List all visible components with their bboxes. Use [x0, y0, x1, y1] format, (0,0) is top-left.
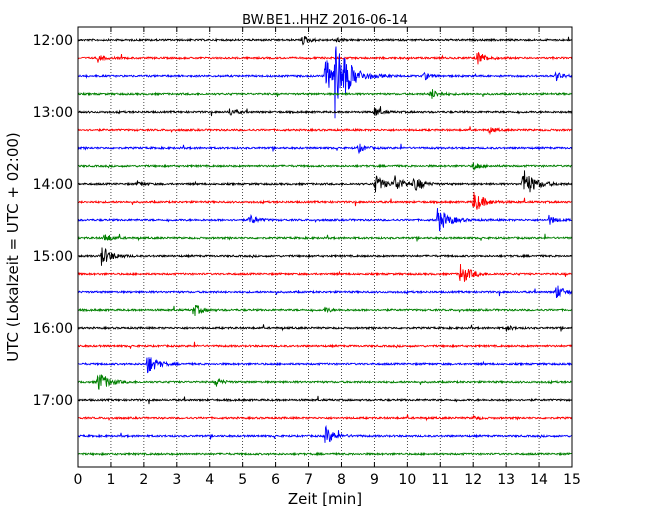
x-tick-label-14: 14 [530, 472, 548, 488]
x-tick-label-4: 4 [205, 472, 214, 488]
trace-1415 [77, 192, 573, 210]
trace-1545 [77, 304, 573, 317]
trace-1630 [77, 357, 572, 374]
trace-1400 [77, 170, 573, 193]
trace-1345 [77, 162, 573, 171]
x-tick-label-5: 5 [238, 472, 247, 488]
trace-1530 [77, 285, 573, 299]
y-tick-label-3: 15:00 [33, 249, 73, 265]
trace-1645 [77, 374, 572, 390]
trace-1315 [77, 126, 573, 136]
x-tick-label-11: 11 [431, 472, 449, 488]
chart-title: BW.BE1..HHZ 2016-06-14 [242, 13, 408, 28]
y-tick-label-4: 16:00 [33, 321, 73, 337]
trace-1615 [77, 341, 573, 349]
trace-1245 [77, 89, 573, 99]
trace-1430 [77, 207, 573, 232]
x-axis-label: Zeit [min] [288, 490, 362, 508]
trace-1200 [77, 35, 573, 46]
trace-1445 [77, 233, 573, 242]
x-tick-label-15: 15 [563, 472, 581, 488]
trace-1300 [77, 106, 573, 117]
x-tick-label-13: 13 [497, 472, 515, 488]
x-tick-label-0: 0 [74, 472, 83, 488]
trace-1730 [77, 424, 573, 443]
x-tick-label-3: 3 [172, 472, 181, 488]
trace-1230 [77, 46, 573, 119]
x-tick-label-9: 9 [370, 472, 379, 488]
x-tick-label-6: 6 [271, 472, 280, 488]
y-tick-label-1: 13:00 [33, 105, 73, 121]
y-tick-label-5: 17:00 [33, 393, 73, 409]
x-tick-label-7: 7 [304, 472, 313, 488]
grid-lines [110, 27, 540, 467]
trace-1715 [77, 414, 573, 422]
x-tick-label-2: 2 [139, 472, 148, 488]
trace-1515 [77, 263, 573, 282]
x-tick-label-12: 12 [464, 472, 482, 488]
x-axis: 0 1 2 3 4 5 6 7 8 9 10 11 12 13 14 15 [74, 27, 581, 488]
y-tick-label-2: 14:00 [33, 177, 73, 193]
x-tick-label-8: 8 [337, 472, 346, 488]
y-axis-label: UTC (Lokalzeit = UTC + 02:00) [4, 132, 22, 362]
plot-frame [77, 26, 573, 468]
trace-1330 [77, 143, 573, 155]
trace-1700 [77, 395, 573, 405]
trace-1745 [77, 451, 573, 457]
traces [77, 35, 573, 457]
x-tick-label-10: 10 [398, 472, 416, 488]
trace-1500 [77, 247, 573, 266]
x-tick-label-1: 1 [106, 472, 115, 488]
y-axis: 12:00 13:00 14:00 15:00 16:00 17:00 [33, 33, 572, 409]
y-tick-label-0: 12:00 [33, 33, 73, 49]
trace-1215 [77, 52, 573, 65]
trace-1600 [77, 324, 573, 332]
